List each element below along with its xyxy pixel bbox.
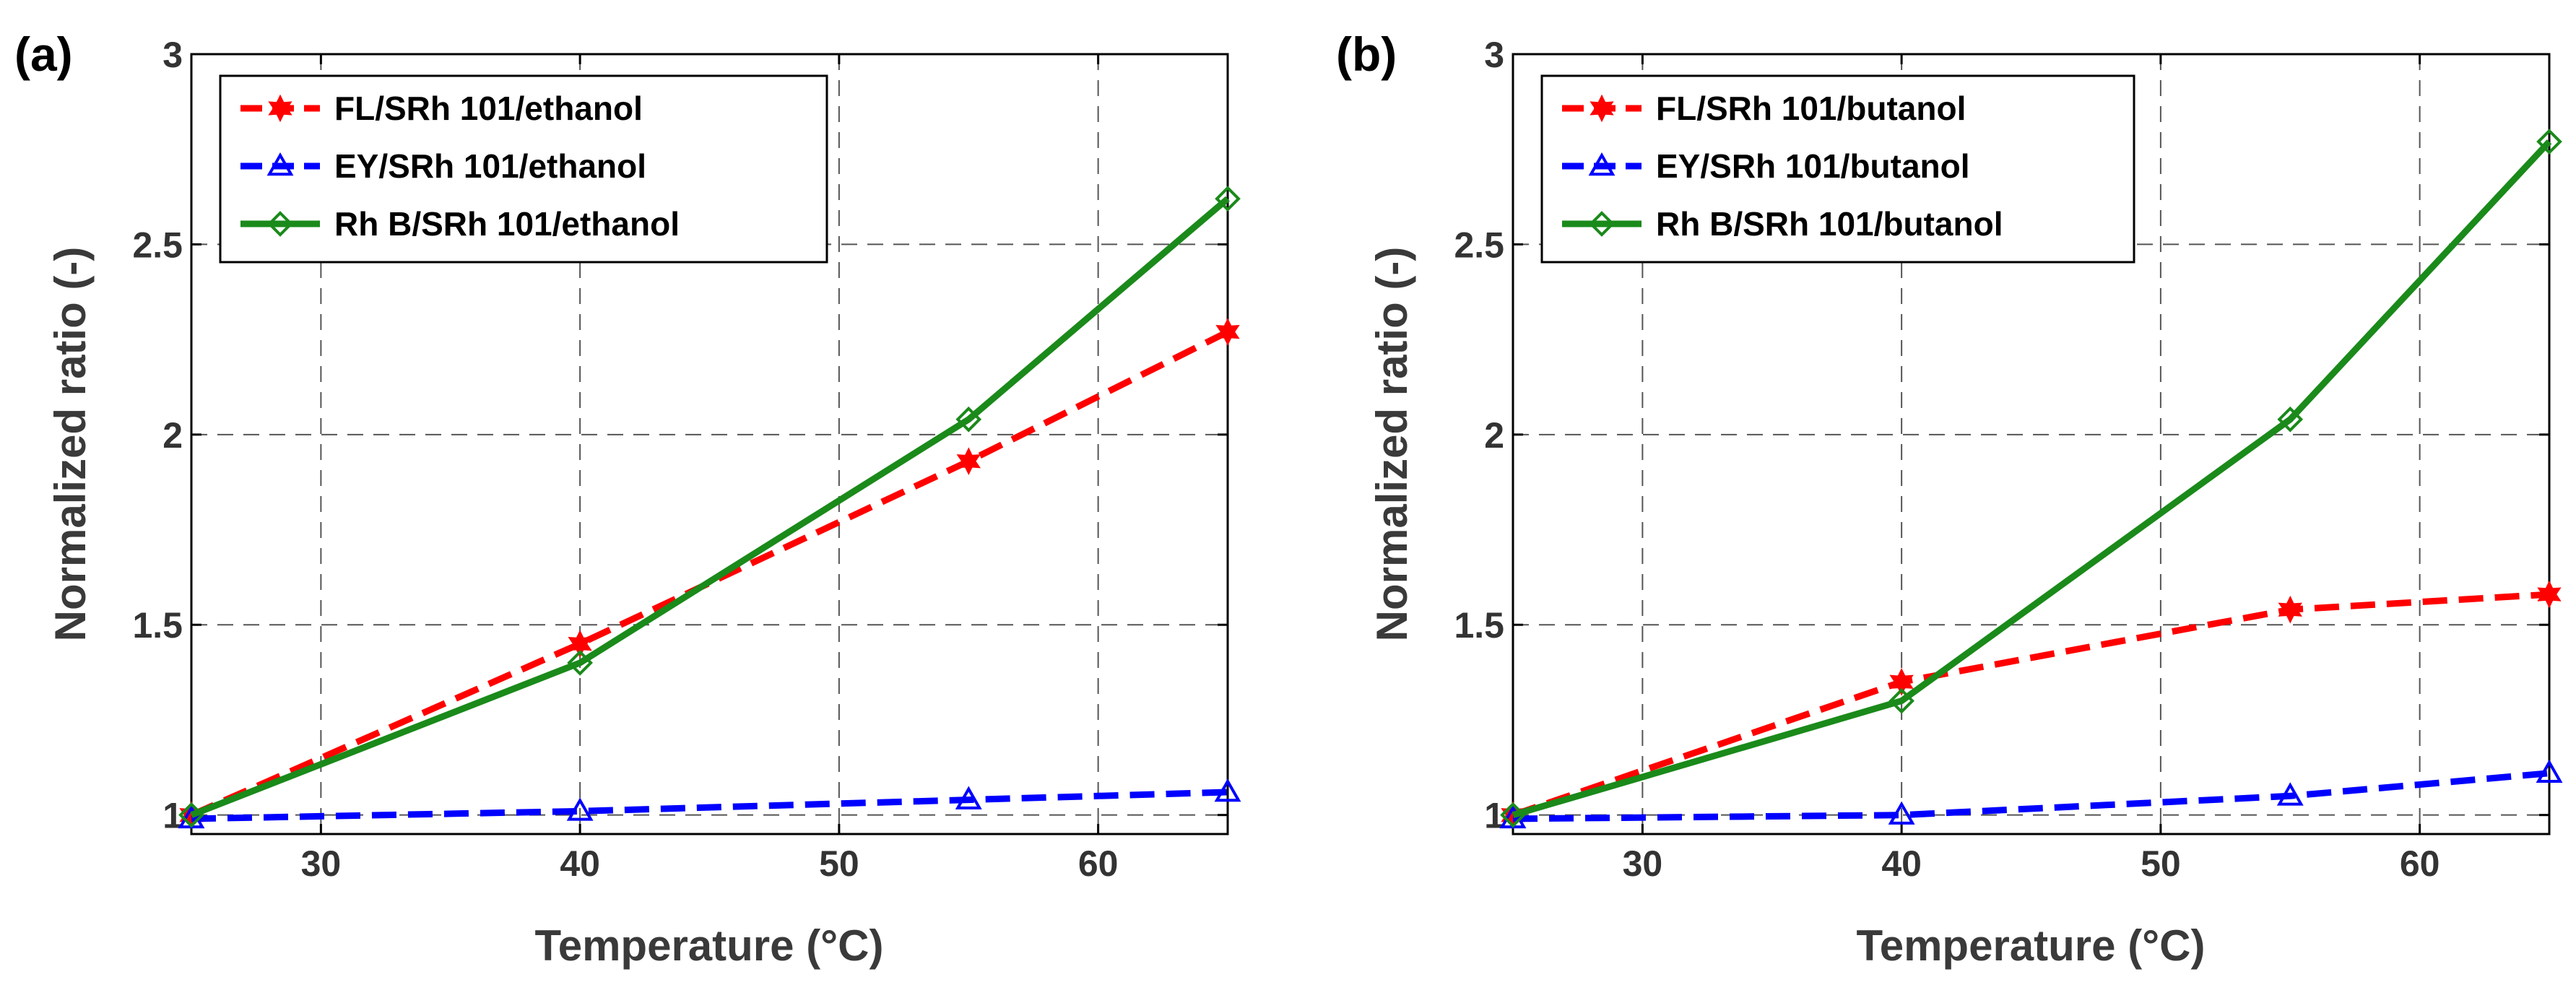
x-tick-label: 50	[2141, 843, 2181, 884]
y-axis-label: Normalized ratio (-)	[46, 247, 95, 642]
legend-entry: Rh B/SRh 101/ethanol	[240, 205, 680, 243]
series-rh-b	[178, 186, 1241, 828]
y-tick-label: 2	[1484, 415, 1504, 456]
y-gridlines	[191, 243, 1228, 816]
series-layer	[1499, 129, 2563, 829]
x-axis-label: Temperature (°C)	[1857, 921, 2206, 970]
data-point-marker	[2536, 129, 2562, 155]
legend: FL/SRh 101/ethanol EY/SRh 101/ethanol Rh B…	[219, 74, 828, 264]
legend-marker	[268, 94, 292, 123]
y-tick-label: 3	[1484, 35, 1504, 75]
legend: FL/SRh 101/butanol EY/SRh 101/butanol Rh B…	[1540, 74, 2135, 264]
data-point-marker	[955, 406, 982, 433]
series-line	[1512, 770, 2550, 822]
chart-panel-a: 30 40 50 60 11.522.53 Temperature (°C) Norm…	[14, 27, 1241, 970]
plot-area-frame	[190, 53, 1229, 835]
y-tick-label: 1.5	[132, 605, 183, 646]
y-axis-label: Normalized ratio (-)	[1368, 247, 1416, 642]
legend-label: FL/SRh 101/ethanol	[334, 90, 643, 127]
legend-entry: EY/SRh 101/butanol	[1562, 147, 1970, 185]
x-axis-label: Temperature (°C)	[535, 921, 884, 970]
legend-entry: FL/SRh 101/ethanol	[240, 90, 643, 127]
chart-panel-b: 30 40 50 60 11.522.53 Temperature (°C) Norm…	[1336, 27, 2563, 970]
data-point-marker	[568, 630, 592, 658]
legend-marker	[1590, 94, 1614, 123]
data-point-marker	[1888, 801, 1915, 825]
x-tick-label: 40	[1881, 843, 1922, 884]
x-axis-ticks: 30 40 50 60	[301, 54, 1119, 884]
x-tick-label: 60	[2400, 843, 2440, 884]
legend-entry: Rh B/SRh 101/butanol	[1562, 205, 2003, 243]
y-tick-label: 2.5	[132, 225, 183, 265]
data-point-marker	[2277, 406, 2304, 433]
data-point-marker	[1214, 778, 1241, 802]
y-tick-label: 2	[162, 415, 183, 456]
x-tick-label: 30	[301, 843, 342, 884]
legend-marker	[267, 211, 293, 237]
legend-box	[219, 74, 828, 264]
series-line	[1512, 139, 2552, 819]
legend-label: FL/SRh 101/butanol	[1656, 90, 1966, 127]
x-tick-label: 50	[819, 843, 859, 884]
series-layer	[178, 186, 1241, 829]
data-point-marker	[567, 650, 593, 676]
data-point-marker	[2536, 759, 2563, 783]
data-point-marker	[566, 797, 594, 821]
legend-marker	[1588, 152, 1616, 176]
data-point-marker	[1500, 802, 1526, 828]
data-point-marker	[1889, 668, 1914, 696]
series-line	[191, 789, 1228, 822]
legend-label: EY/SRh 101/butanol	[1656, 147, 1970, 185]
series-line	[1512, 591, 2550, 818]
data-point-marker	[956, 447, 981, 475]
series-ey	[178, 778, 1241, 829]
legend-marker	[266, 152, 294, 176]
legend-label: EY/SRh 101/ethanol	[334, 147, 646, 185]
legend-entry: FL/SRh 101/butanol	[1562, 90, 1966, 127]
x-tick-label: 60	[1078, 843, 1119, 884]
data-point-marker	[1215, 186, 1241, 212]
legend-entry: EY/SRh 101/ethanol	[240, 147, 646, 185]
data-point-marker	[955, 786, 982, 809]
y-axis-ticks: 11.522.53	[1454, 35, 2549, 836]
panel-label: (b)	[1336, 27, 1397, 81]
legend-label: Rh B/SRh 101/ethanol	[334, 205, 680, 243]
panel-label: (a)	[14, 27, 73, 81]
series-fl	[179, 318, 1240, 829]
data-point-marker	[1888, 687, 1914, 714]
x-tick-label: 30	[1623, 843, 1663, 884]
plot-area-frame	[1512, 53, 2551, 835]
series-line	[190, 196, 1230, 818]
data-point-marker	[2278, 595, 2302, 624]
series-line	[190, 329, 1230, 818]
y-tick-label: 2.5	[1454, 225, 1504, 265]
x-axis-ticks: 30 40 50 60	[1623, 54, 2440, 884]
data-point-marker	[2276, 782, 2304, 806]
legend-label: Rh B/SRh 101/butanol	[1656, 205, 2003, 243]
y-tick-label: 1.5	[1454, 605, 1504, 646]
y-tick-label: 3	[162, 35, 183, 75]
series-fl	[1501, 580, 2562, 829]
data-point-marker	[2537, 580, 2562, 609]
x-tick-label: 40	[560, 843, 600, 884]
y-axis-ticks: 11.522.53	[132, 35, 1228, 836]
data-point-marker	[178, 802, 204, 828]
data-point-marker	[1215, 318, 1240, 346]
legend-marker	[1589, 211, 1615, 237]
y-gridlines	[1513, 243, 2549, 816]
series-rh-b	[1500, 129, 2562, 828]
